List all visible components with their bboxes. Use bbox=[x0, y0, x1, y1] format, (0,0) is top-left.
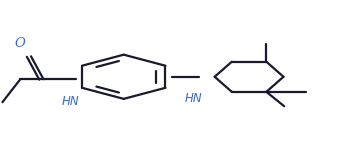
Text: HN: HN bbox=[184, 92, 202, 105]
Text: O: O bbox=[15, 37, 26, 50]
Text: HN: HN bbox=[62, 95, 79, 108]
